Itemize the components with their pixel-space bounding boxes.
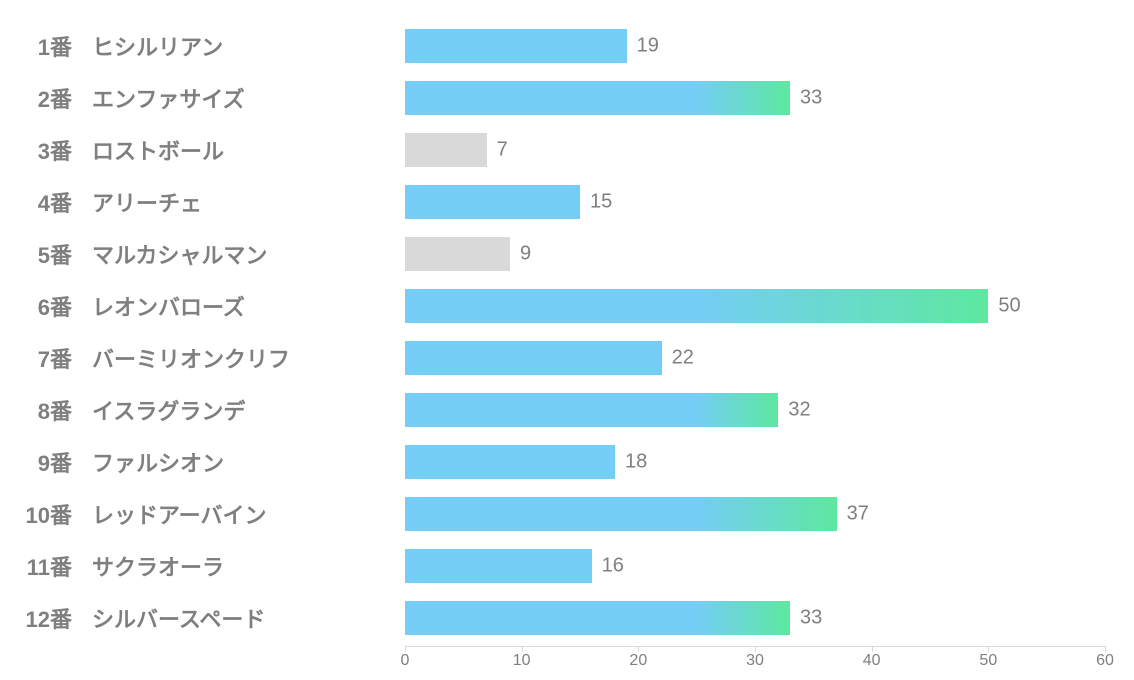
- bar-cell: 33: [405, 81, 790, 115]
- row-name: マルカシャルマン: [80, 238, 330, 270]
- bar: [405, 237, 510, 271]
- bar-value-label: 37: [837, 503, 869, 526]
- bar: [405, 81, 790, 115]
- row-number: 10番: [0, 498, 80, 530]
- bar-cell: 33: [405, 601, 790, 635]
- row-number: 8番: [0, 394, 80, 426]
- x-tick-label: 0: [401, 652, 410, 670]
- bar-cell: 7: [405, 133, 487, 167]
- chart-row: 12番シルバースペード 33: [0, 592, 1134, 644]
- bar-cell: 22: [405, 341, 662, 375]
- horizontal-bar-chart: 1番ヒシルリアン 19 2番エンファサイズ 33 3番ロストボール 7 4番アリーチェ 15 5…: [0, 20, 1134, 660]
- x-tick-label: 60: [1096, 652, 1114, 670]
- chart-row: 11番サクラオーラ 16: [0, 540, 1134, 592]
- row-number: 12番: [0, 602, 80, 634]
- bar: [405, 29, 627, 63]
- bar: [405, 185, 580, 219]
- row-name: イスラグランデ: [80, 394, 330, 426]
- row-name: ファルシオン: [80, 446, 330, 478]
- bar: [405, 445, 615, 479]
- chart-row: 8番イスラグランデ 32: [0, 384, 1134, 436]
- row-number: 3番: [0, 134, 80, 166]
- bar: [405, 393, 778, 427]
- x-tick-label: 30: [746, 652, 764, 670]
- row-name: エンファサイズ: [80, 82, 330, 114]
- row-name: シルバースペード: [80, 602, 330, 634]
- bar-value-label: 33: [790, 87, 822, 110]
- bar: [405, 549, 592, 583]
- bar-value-label: 15: [580, 191, 612, 214]
- bar-cell: 50: [405, 289, 988, 323]
- bar-value-label: 7: [487, 139, 508, 162]
- row-number: 1番: [0, 30, 80, 62]
- row-number: 5番: [0, 238, 80, 270]
- x-tick-label: 20: [629, 652, 647, 670]
- row-number: 11番: [0, 550, 80, 582]
- chart-row: 9番ファルシオン 18: [0, 436, 1134, 488]
- bar-cell: 16: [405, 549, 592, 583]
- chart-row: 1番ヒシルリアン 19: [0, 20, 1134, 72]
- bar-value-label: 32: [778, 399, 810, 422]
- bar: [405, 289, 988, 323]
- bar-value-label: 18: [615, 451, 647, 474]
- bar-cell: 15: [405, 185, 580, 219]
- chart-row: 4番アリーチェ 15: [0, 176, 1134, 228]
- row-number: 7番: [0, 342, 80, 374]
- bar-value-label: 22: [662, 347, 694, 370]
- row-name: サクラオーラ: [80, 550, 330, 582]
- chart-row: 7番バーミリオンクリフ 22: [0, 332, 1134, 384]
- row-number: 4番: [0, 186, 80, 218]
- row-name: アリーチェ: [80, 186, 330, 218]
- row-name: ロストボール: [80, 134, 330, 166]
- row-name: バーミリオンクリフ: [80, 342, 330, 374]
- chart-row: 3番ロストボール 7: [0, 124, 1134, 176]
- bar: [405, 497, 837, 531]
- chart-row: 10番レッドアーバイン 37: [0, 488, 1134, 540]
- chart-row: 6番レオンバローズ 50: [0, 280, 1134, 332]
- bar: [405, 601, 790, 635]
- bar-cell: 32: [405, 393, 778, 427]
- bar-value-label: 50: [988, 295, 1020, 318]
- chart-row: 2番エンファサイズ 33: [0, 72, 1134, 124]
- bar: [405, 341, 662, 375]
- bar-value-label: 19: [627, 35, 659, 58]
- chart-row: 5番マルカシャルマン 9: [0, 228, 1134, 280]
- x-tick-label: 10: [513, 652, 531, 670]
- row-number: 6番: [0, 290, 80, 322]
- x-tick-label: 40: [863, 652, 881, 670]
- x-tick-label: 50: [979, 652, 997, 670]
- bar-cell: 18: [405, 445, 615, 479]
- bar-value-label: 33: [790, 607, 822, 630]
- row-name: レオンバローズ: [80, 290, 330, 322]
- bar-value-label: 9: [510, 243, 531, 266]
- bar-value-label: 16: [592, 555, 624, 578]
- row-name: ヒシルリアン: [80, 30, 330, 62]
- row-number: 2番: [0, 82, 80, 114]
- row-name: レッドアーバイン: [80, 498, 330, 530]
- row-number: 9番: [0, 446, 80, 478]
- bar-cell: 37: [405, 497, 837, 531]
- bar-cell: 19: [405, 29, 627, 63]
- bar: [405, 133, 487, 167]
- bar-cell: 9: [405, 237, 510, 271]
